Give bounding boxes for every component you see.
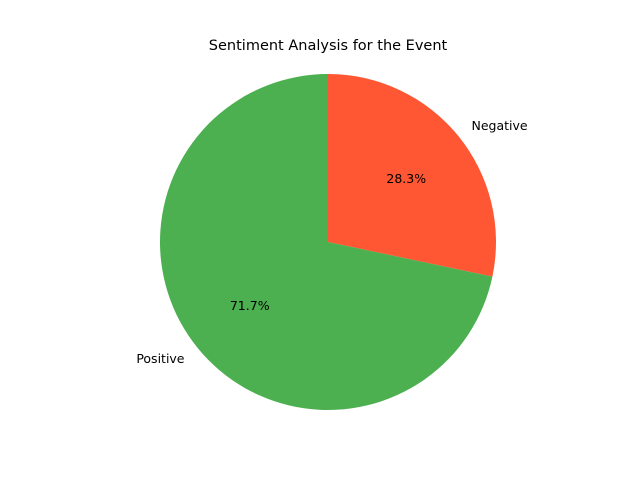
pie-labels: 28.3% Negative 71.7% Positive [136, 118, 528, 366]
pct-label-negative: 28.3% [386, 171, 426, 186]
pie-slices [160, 74, 496, 410]
pie-slice-negative [328, 74, 496, 277]
pie-slice-positive [160, 74, 493, 410]
pct-label-positive: 71.7% [230, 298, 270, 313]
slice-label-positive: Positive [136, 351, 184, 366]
slice-label-negative: Negative [471, 118, 527, 133]
chart-title: Sentiment Analysis for the Event [209, 38, 448, 54]
